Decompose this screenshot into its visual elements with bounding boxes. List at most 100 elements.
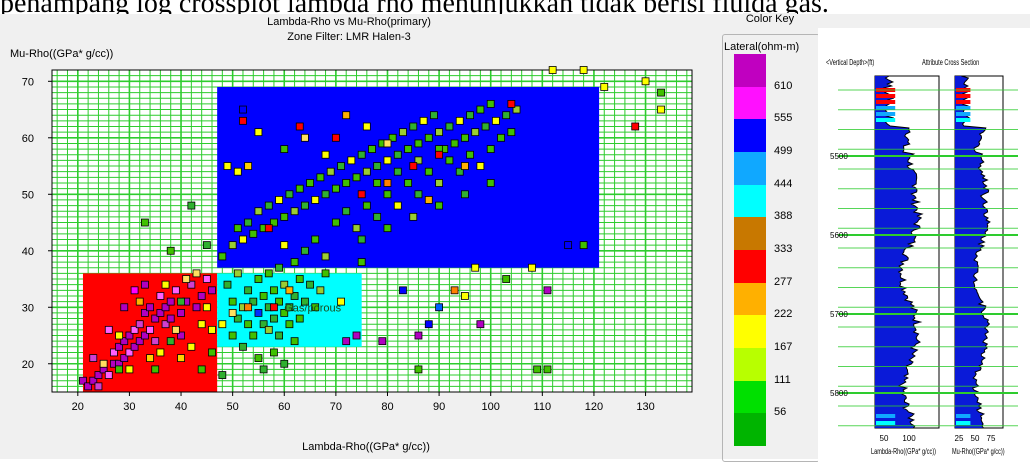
data-point [254, 309, 263, 317]
data-point [455, 167, 464, 176]
data-point [270, 303, 278, 312]
track1-tick-label: 50 [880, 434, 889, 443]
data-point [461, 292, 469, 300]
data-point [507, 99, 516, 108]
data-point [115, 342, 123, 351]
data-point [270, 348, 278, 357]
scatter-plot[interactable]: 20 30 40 50 60 70 20 30 40 50 60 70 80 90 100 110 120 130… [0, 14, 720, 459]
color-key-swatch [734, 380, 766, 414]
data-point [146, 325, 154, 334]
data-point [362, 201, 371, 210]
data-point [409, 122, 418, 131]
data-point [161, 303, 170, 312]
data-point [435, 201, 443, 210]
data-point [466, 111, 474, 120]
data-point [156, 309, 165, 317]
data-point [187, 280, 196, 289]
x-tick-label: 50 [227, 401, 239, 413]
log-color-band [876, 421, 896, 425]
x-tick-label: 40 [175, 401, 187, 413]
data-point [228, 297, 237, 306]
color-key-label: 277 [774, 275, 793, 288]
data-point [414, 331, 423, 340]
color-key-swatch [734, 413, 766, 447]
data-point [275, 331, 283, 340]
data-point [177, 354, 185, 363]
data-point [357, 235, 366, 244]
data-point [414, 156, 423, 165]
data-point [414, 190, 423, 199]
data-point [388, 133, 397, 142]
data-point [528, 263, 536, 272]
data-point [223, 162, 232, 170]
log-color-band [876, 118, 896, 122]
track2-tick-label: 50 [971, 434, 980, 443]
color-key-swatch [734, 217, 766, 251]
data-point [141, 218, 149, 227]
data-point [579, 241, 588, 250]
data-point [244, 286, 253, 295]
data-point [89, 376, 98, 385]
log-curve [960, 75, 991, 429]
y-axis-label: Mu-Rho((GPa* g/cc)) [10, 48, 114, 60]
data-point [275, 196, 283, 204]
log-color-band [876, 100, 896, 104]
well-log-panel: <Vertical Depth>(ft) Attribute Cross Sec… [818, 28, 1030, 473]
data-point [115, 365, 123, 374]
data-point [471, 263, 480, 272]
color-key-label: 610 [774, 79, 793, 92]
color-key-swatch [734, 86, 766, 120]
data-point [383, 179, 392, 187]
data-point [295, 122, 304, 131]
data-point [393, 167, 402, 176]
data-point [218, 252, 227, 261]
data-point [192, 303, 201, 312]
data-point [151, 365, 160, 374]
x-tick-label: 60 [278, 401, 290, 413]
log-color-band [956, 100, 971, 104]
data-point [383, 156, 392, 165]
color-key-label: 555 [774, 112, 793, 125]
data-point [192, 269, 201, 278]
data-point [331, 184, 340, 193]
data-point [218, 371, 227, 379]
track2-tick-label: 75 [987, 434, 996, 443]
zone-blue [217, 86, 600, 268]
data-point [259, 292, 268, 300]
data-point [393, 150, 402, 159]
data-point [125, 331, 134, 340]
data-point [450, 286, 459, 295]
data-point [342, 111, 351, 120]
color-key-label: 388 [774, 210, 793, 223]
data-point [600, 83, 609, 91]
data-point [409, 212, 418, 221]
data-point [239, 105, 247, 114]
x-tick-label: 80 [381, 401, 393, 413]
data-point [331, 133, 340, 142]
data-point [135, 320, 144, 329]
data-point [84, 382, 93, 391]
data-point [233, 269, 242, 278]
data-point [120, 303, 129, 312]
data-point [151, 337, 160, 346]
color-key-label: 444 [774, 177, 793, 190]
data-point [466, 150, 474, 159]
data-point [306, 179, 314, 187]
track1-tick-label: 100 [902, 434, 916, 443]
data-point [461, 133, 469, 142]
color-key-swatch [734, 250, 766, 284]
data-point [352, 331, 361, 340]
data-point [233, 224, 242, 233]
data-point [414, 139, 423, 148]
data-point [445, 156, 454, 165]
log-color-band [956, 421, 971, 425]
data-point [125, 348, 134, 357]
data-point [347, 156, 356, 165]
data-point [461, 190, 469, 199]
data-point [130, 325, 139, 334]
data-point [171, 325, 180, 334]
chart-subtitle: Zone Filter: LMR Halen-3 [287, 31, 411, 43]
data-point [208, 286, 216, 295]
data-point [197, 320, 206, 329]
data-point [254, 128, 263, 137]
